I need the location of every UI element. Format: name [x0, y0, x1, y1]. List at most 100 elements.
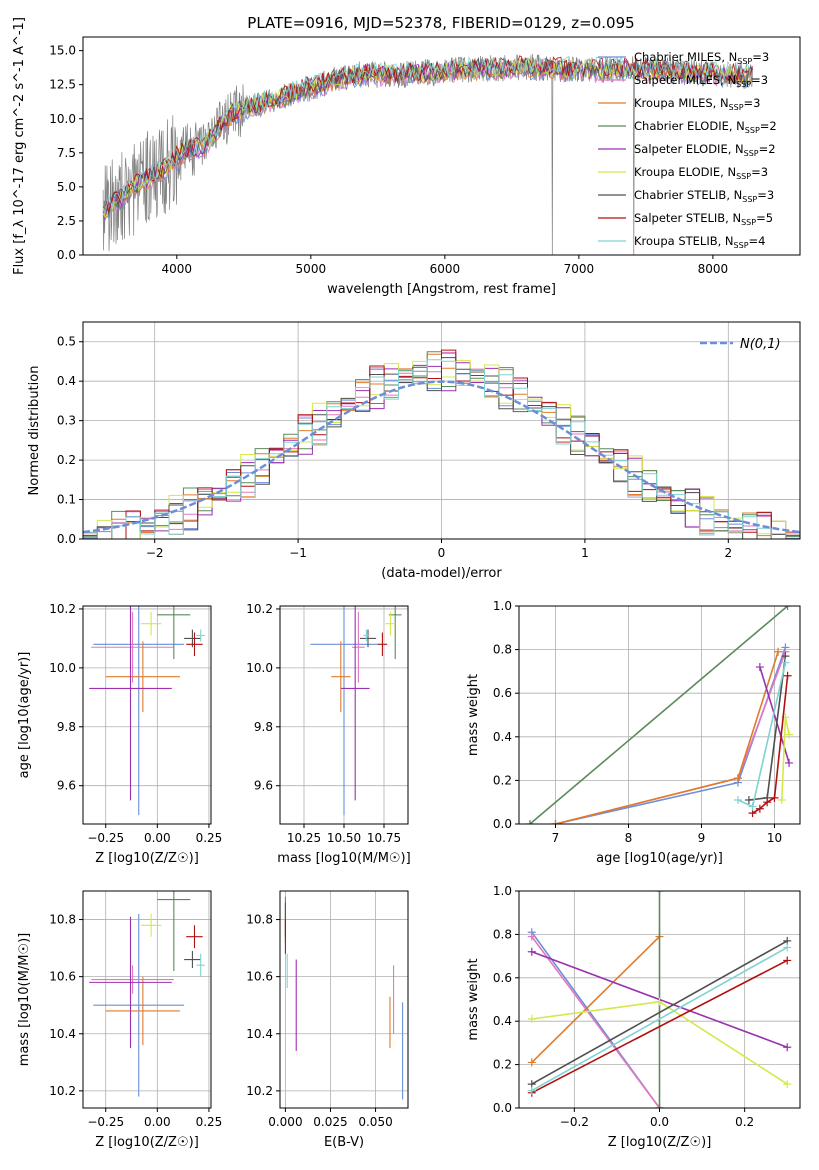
x-axis-label: wavelength [Angstrom, rest frame]	[327, 282, 556, 297]
x-tick-label: −1	[289, 546, 307, 560]
weight-marker-salpeter_elodie	[785, 758, 794, 767]
plot-area-weight_vs_age	[525, 606, 794, 824]
y-tick-label: 10.2	[49, 1084, 76, 1098]
histogram-kroupa_stelib	[83, 359, 800, 539]
x-tick-label: 0.000	[268, 1115, 302, 1129]
x-tick-label: 0	[438, 546, 446, 560]
y-tick-label: 0.6	[493, 686, 512, 700]
weight-marker-salpeter_stelib	[763, 798, 772, 807]
x-axis-label: Z [log10(Z/Z☉)]	[608, 1135, 712, 1150]
x-axis-label: (data-model)/error	[381, 566, 502, 581]
weight-marker-kroupa_stelib	[733, 796, 742, 805]
axes-frame	[518, 605, 801, 825]
y-tick-label: 9.8	[57, 720, 76, 734]
weight-marker-salpeter_elodie	[783, 1043, 792, 1052]
gaussian-curve	[83, 380, 800, 534]
y-tick-label: 0.4	[57, 374, 76, 388]
weight-marker-kroupa_stelib	[527, 1086, 536, 1095]
legend-subscript: SSP	[736, 80, 751, 89]
legend-nssp: =5	[756, 211, 773, 225]
y-tick-label: 0.0	[57, 248, 76, 262]
y-tick-label: 10.8	[246, 913, 273, 927]
y-tick-label: 0.5	[57, 335, 76, 349]
plot-mass_vs_ebv: 0.000 0.025 0.050 10.2 10.4 10.6 10.8 E(B-V)	[246, 890, 409, 1150]
plot-weight_vs_age: 7 8 9 10 0.0 0.2 0.4 0.6 0.8 1.0 age [log10(age/yr…	[466, 599, 801, 866]
x-tick-label: −0.25	[87, 1115, 124, 1129]
weight-marker-salpeter_elodie	[527, 947, 536, 956]
x-tick-label: 7	[552, 831, 560, 845]
legend-gaussian-label: N(0,1)	[740, 337, 781, 352]
y-tick-label: 1.0	[493, 599, 512, 613]
y-axis-label: Flux [f_λ 10^-17 erg cm^-2 s^-1 A^-1]	[12, 17, 27, 275]
legend-nssp: =3	[751, 73, 768, 87]
y-tick-label: 9.8	[254, 720, 273, 734]
y-tick-label: 0.4	[493, 1014, 512, 1028]
weight-line-kroupa_miles	[531, 936, 661, 1063]
x-axis-label: mass [log10(M/M☉)]	[277, 851, 410, 866]
weight-marker-salpeter_stelib	[783, 671, 792, 680]
x-tick-label: −0.25	[87, 831, 124, 845]
y-tick-label: 10.0	[49, 661, 76, 675]
axes-frame	[82, 890, 212, 1109]
legend-subscript: SSP	[737, 57, 752, 66]
y-tick-label: 2.5	[57, 214, 76, 228]
y-tick-label: 10.2	[246, 602, 273, 616]
y-tick-label: 0.2	[493, 773, 512, 787]
x-tick-label: 4000	[162, 262, 193, 276]
axes-frame	[279, 890, 409, 1109]
legend-nssp: =3	[757, 188, 774, 202]
y-tick-label: 0.8	[493, 927, 512, 941]
weight-marker-kroupa_elodie	[777, 796, 786, 805]
legend-label: Salpeter MILES, NSSP=3	[634, 73, 768, 89]
legend-subscript: SSP	[729, 103, 744, 112]
weight-marker-kroupa_stelib	[748, 802, 757, 811]
x-tick-label: 0.00	[144, 1115, 171, 1129]
weight-marker-kroupa_miles	[774, 647, 783, 656]
y-tick-label: 0.0	[57, 532, 76, 546]
legend-nssp: =3	[752, 50, 769, 64]
y-tick-label: 0.3	[57, 414, 76, 428]
weight-line-kroupa_stelib	[531, 946, 788, 1092]
legend-subscript: SSP	[744, 149, 759, 158]
x-tick-label: 2	[724, 546, 732, 560]
legend-nssp: =4	[749, 234, 766, 248]
plot-area-mass_vs_z	[89, 891, 205, 1097]
y-tick-label: 10.6	[49, 970, 76, 984]
y-axis-label: Normed distribution	[27, 366, 42, 496]
x-tick-label: 10.50	[327, 831, 361, 845]
x-tick-label: 0.050	[358, 1115, 392, 1129]
x-axis-label: Z [log10(Z/Z☉)]	[95, 851, 199, 866]
plot-area-residuals	[83, 349, 800, 539]
legend-subscript: SSP	[742, 195, 757, 204]
weight-line-chabrier_elodie	[529, 606, 789, 824]
legend-label: Chabrier STELIB, NSSP=3	[634, 188, 774, 204]
plot-area-weight_vs_z	[527, 891, 792, 1108]
x-axis-label: E(B-V)	[324, 1135, 364, 1150]
weight-line-chabrier_stelib	[531, 940, 788, 1085]
weight-marker-chabrier_elodie	[655, 1104, 664, 1108]
weight-marker-salpeter_stelib	[770, 793, 779, 802]
y-tick-label: 1.0	[493, 884, 512, 898]
axes-frame	[82, 605, 212, 825]
x-tick-label: 10.75	[367, 831, 401, 845]
y-tick-label: 0.6	[493, 971, 512, 985]
plot-age_vs_mass: 10.25 10.50 10.75 9.6 9.8 10.0 10.2 mass [log10…	[246, 602, 410, 866]
y-tick-label: 0.8	[493, 643, 512, 657]
y-tick-label: 10.0	[246, 661, 273, 675]
x-axis-label: Z [log10(Z/Z☉)]	[95, 1135, 199, 1150]
weight-marker-salpeter_stelib	[783, 956, 792, 965]
y-tick-label: 10.8	[49, 913, 76, 927]
plot-area-age_vs_mass	[310, 606, 402, 816]
plot-age_vs_z: −0.25 0.00 0.25 9.6 9.8 10.0 10.2 Z [log10(Z/Z☉…	[17, 602, 222, 866]
legend-subscript: SSP	[745, 126, 760, 135]
x-tick-label: 8	[625, 831, 633, 845]
weight-marker-kroupa_elodie	[655, 997, 664, 1006]
y-tick-label: 9.6	[254, 779, 273, 793]
weight-marker-kroupa_elodie	[785, 730, 794, 739]
x-tick-label: 8000	[698, 262, 729, 276]
weight-marker-chabrier_elodie	[525, 820, 534, 824]
legend-nssp: =3	[751, 165, 768, 179]
y-tick-label: 10.4	[49, 1027, 76, 1041]
